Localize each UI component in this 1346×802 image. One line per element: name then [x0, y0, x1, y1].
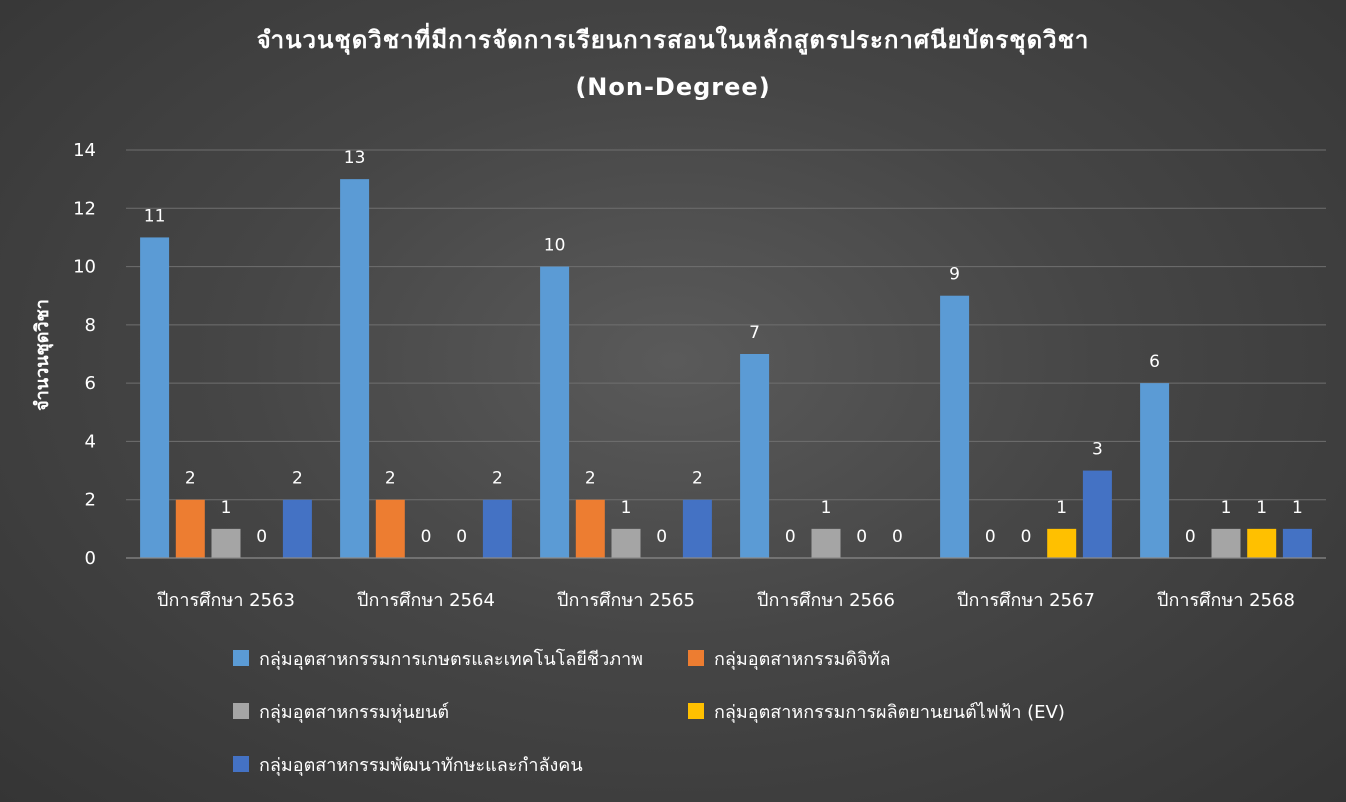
bars	[140, 179, 1312, 558]
y-tick-label: 4	[85, 431, 96, 452]
bar	[1247, 528, 1277, 558]
bar	[1140, 383, 1170, 558]
data-label: 0	[1021, 527, 1032, 547]
data-label: 2	[292, 469, 303, 489]
bar	[740, 354, 770, 558]
data-label: 11	[144, 206, 166, 226]
legend-swatch	[688, 703, 704, 719]
data-label: 1	[1256, 498, 1267, 518]
bar	[1282, 528, 1312, 558]
legend-item[interactable]: กลุ่มอุตสาหกรรมดิจิทัล	[688, 649, 890, 670]
category-labels: ปีการศึกษา 2563 ปีการศึกษา 2564 ปีการศึกษา…	[157, 590, 1295, 611]
legend-item[interactable]: กลุ่มอุตสาหกรรมการเกษตรและเทคโนโลยีชีวภา…	[233, 648, 643, 670]
bar	[282, 499, 312, 558]
legend-item[interactable]: กลุ่มอุตสาหกรรมการผลิตยานยนต์ไฟฟ้า (EV)	[688, 701, 1065, 723]
chart-title-line2: (Non-Degree)	[575, 73, 770, 101]
y-tick-label: 2	[85, 490, 96, 511]
bar	[682, 499, 712, 558]
y-tick-labels: 0 2 4 6 8 10 12 14	[73, 140, 96, 569]
bar	[482, 499, 512, 558]
bar	[940, 295, 970, 558]
bar	[375, 499, 405, 558]
data-label: 0	[421, 527, 432, 547]
category-label: ปีการศึกษา 2564	[357, 590, 495, 611]
y-axis-label: จำนวนชุดวิชา	[32, 299, 54, 411]
legend-item[interactable]: กลุ่มอุตสาหกรรมหุ่นยนต์	[233, 702, 449, 723]
legend-label: กลุ่มอุตสาหกรรมการเกษตรและเทคโนโลยีชีวภา…	[259, 648, 643, 670]
bar	[140, 237, 170, 558]
gridlines	[126, 149, 1326, 501]
data-label: 6	[1149, 352, 1160, 372]
data-label: 9	[949, 265, 960, 285]
data-label: 0	[892, 527, 903, 547]
bar	[811, 528, 841, 558]
data-label: 0	[1185, 527, 1196, 547]
category-label: ปีการศึกษา 2563	[157, 590, 295, 611]
data-label: 0	[785, 527, 796, 547]
bar	[1047, 528, 1077, 558]
data-label: 0	[456, 527, 467, 547]
data-label: 7	[749, 323, 760, 343]
legend-swatch	[688, 650, 704, 666]
legend-label: กลุ่มอุตสาหกรรมดิจิทัล	[714, 649, 890, 670]
data-label: 2	[385, 469, 396, 489]
bar	[575, 499, 605, 558]
data-label: 2	[585, 469, 596, 489]
category-label: ปีการศึกษา 2567	[957, 590, 1095, 611]
data-label: 1	[621, 498, 632, 518]
legend-swatch	[233, 703, 249, 719]
data-label: 1	[1056, 498, 1067, 518]
legend-label: กลุ่มอุตสาหกรรมหุ่นยนต์	[259, 702, 449, 723]
data-label: 3	[1092, 440, 1103, 460]
bar	[211, 528, 241, 558]
data-label: 1	[821, 498, 832, 518]
data-label: 2	[692, 469, 703, 489]
y-tick-label: 14	[73, 140, 96, 161]
data-label: 0	[256, 527, 267, 547]
data-label: 10	[544, 236, 566, 256]
data-label: 1	[221, 498, 232, 518]
y-tick-label: 8	[85, 315, 96, 336]
legend-label: กลุ่มอุตสาหกรรมการผลิตยานยนต์ไฟฟ้า (EV)	[714, 701, 1065, 723]
bar	[1211, 528, 1241, 558]
y-tick-label: 10	[73, 257, 96, 278]
data-label: 0	[656, 527, 667, 547]
data-label: 0	[985, 527, 996, 547]
category-label: ปีการศึกษา 2568	[1157, 590, 1295, 611]
chart-title-line1: จำนวนชุดวิชาที่มีการจัดการเรียนการสอนในห…	[257, 22, 1090, 56]
legend-label: กลุ่มอุตสาหกรรมพัฒนาทักษะและกำลังคน	[259, 755, 583, 776]
data-label: 0	[856, 527, 867, 547]
category-label: ปีการศึกษา 2566	[757, 590, 895, 611]
legend-swatch	[233, 756, 249, 772]
bar	[340, 179, 370, 558]
data-label: 2	[185, 469, 196, 489]
data-label: 13	[344, 148, 366, 168]
y-tick-label: 12	[73, 198, 96, 219]
data-label: 2	[492, 469, 503, 489]
category-label: ปีการศึกษา 2565	[557, 590, 695, 611]
data-label: 1	[1292, 498, 1303, 518]
bar	[540, 266, 570, 558]
legend-swatch	[233, 650, 249, 666]
legend[interactable]: กลุ่มอุตสาหกรรมการเกษตรและเทคโนโลยีชีวภา…	[233, 648, 1065, 776]
y-tick-label: 6	[85, 373, 96, 394]
y-tick-label: 0	[85, 548, 96, 569]
bar	[611, 528, 641, 558]
legend-item[interactable]: กลุ่มอุตสาหกรรมพัฒนาทักษะและกำลังคน	[233, 755, 583, 776]
bar	[1082, 470, 1112, 558]
data-label: 1	[1221, 498, 1232, 518]
bar	[175, 499, 205, 558]
